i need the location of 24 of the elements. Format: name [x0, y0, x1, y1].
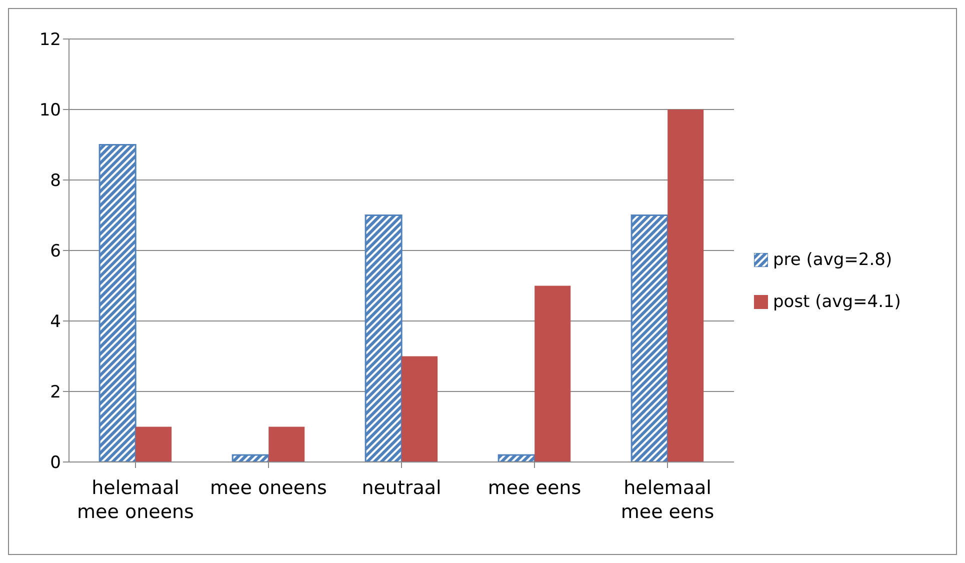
bar: [268, 426, 305, 462]
bar: [136, 426, 172, 462]
x-tick-label: neutraal: [362, 477, 442, 499]
legend-label: pre (avg=2.8): [773, 250, 892, 270]
bar: [498, 454, 536, 462]
bar: [668, 110, 704, 462]
bar: [534, 286, 571, 462]
y-tick-label: 4: [50, 312, 61, 332]
bar: [364, 214, 402, 462]
y-tick-label: 8: [50, 171, 61, 192]
legend-label: post (avg=4.1): [773, 292, 901, 312]
y-tick-label: 0: [50, 453, 61, 474]
y-tick-label: 2: [50, 382, 61, 403]
y-tick-label: 10: [39, 100, 61, 121]
x-tick-label: helemaal mee eens: [620, 477, 714, 523]
y-tick-label: 12: [39, 30, 61, 50]
bar: [402, 356, 438, 462]
x-tick-label: helemaal mee oneens: [77, 477, 194, 523]
bar: [98, 144, 136, 462]
y-tick-label: 6: [50, 242, 61, 262]
bar: [630, 214, 668, 462]
bar: [232, 454, 270, 462]
x-tick-label: mee oneens: [210, 477, 327, 499]
x-tick-label: mee eens: [488, 477, 582, 499]
